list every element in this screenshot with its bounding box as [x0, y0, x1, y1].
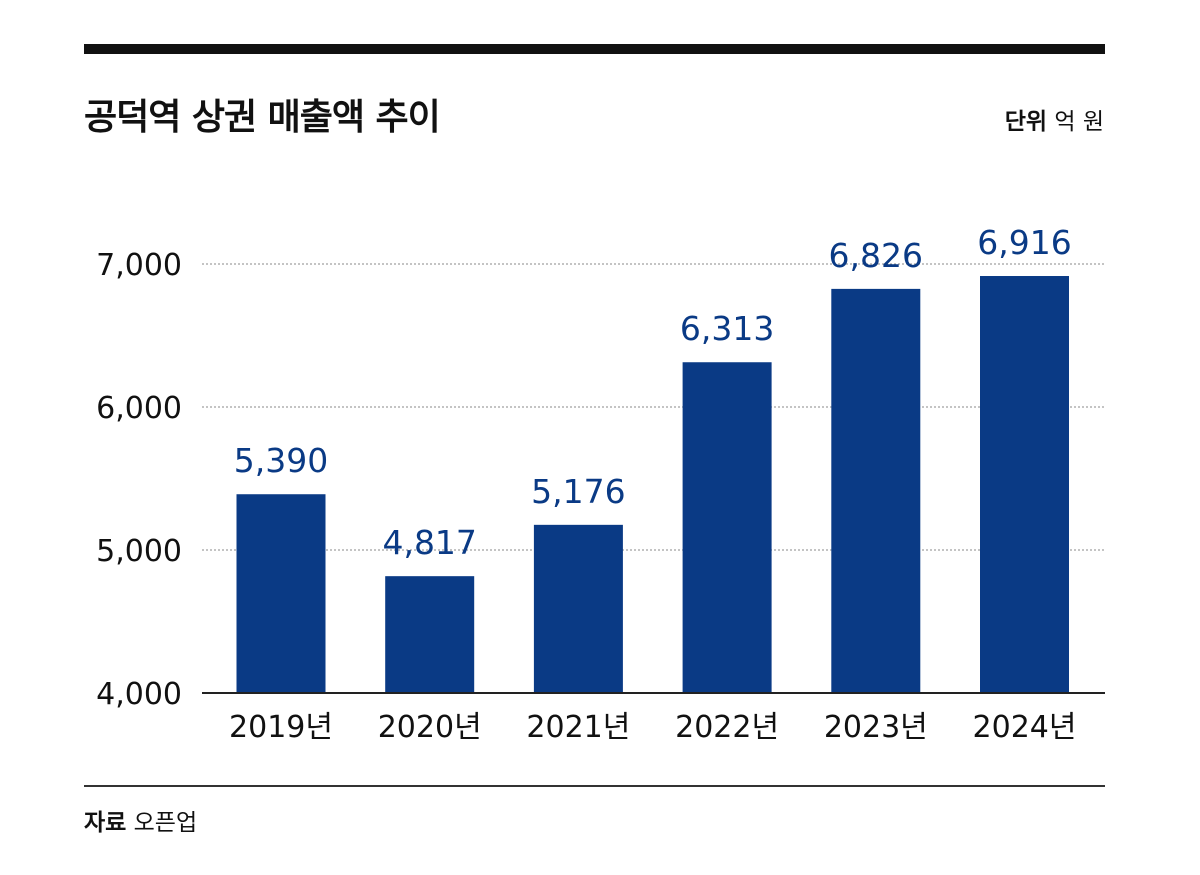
- y-tick-label: 4,000: [96, 677, 182, 712]
- x-tick-label: 2022년: [675, 710, 779, 745]
- bar-2023년: [831, 288, 921, 693]
- data-label: 6,313: [680, 309, 774, 348]
- unit-label: 단위: [1004, 109, 1048, 135]
- data-label: 6,826: [829, 236, 923, 275]
- bar-2022년: [682, 362, 772, 693]
- x-tick-label: 2023년: [824, 710, 928, 745]
- data-label: 5,390: [234, 441, 328, 480]
- data-label: 6,916: [977, 223, 1071, 262]
- unit-value: 억 원: [1054, 109, 1104, 135]
- bar-2019년: [236, 494, 326, 693]
- data-label: 5,176: [531, 472, 625, 511]
- chart-title: 공덕역 상권 매출액 추이: [84, 97, 441, 138]
- unit-note: 단위 억 원: [1005, 102, 1104, 136]
- bar-2024년: [980, 276, 1069, 693]
- y-tick-label: 5,000: [96, 534, 182, 569]
- top-rule: [84, 44, 1105, 54]
- bottom-rule: [84, 785, 1105, 787]
- y-tick-label: 6,000: [96, 391, 182, 426]
- bar-2021년: [533, 524, 623, 693]
- x-tick-label: 2021년: [526, 710, 630, 745]
- source-value: 오픈업: [133, 810, 198, 836]
- x-tick-label: 2024년: [973, 710, 1077, 745]
- bar-2020년: [385, 576, 475, 693]
- source-label: 자료: [84, 810, 127, 836]
- source-note: 자료 오픈업: [84, 803, 197, 837]
- x-tick-label: 2019년: [229, 710, 333, 745]
- x-tick-label: 2020년: [378, 710, 482, 745]
- y-tick-label: 7,000: [96, 248, 182, 283]
- data-label: 4,817: [382, 523, 476, 562]
